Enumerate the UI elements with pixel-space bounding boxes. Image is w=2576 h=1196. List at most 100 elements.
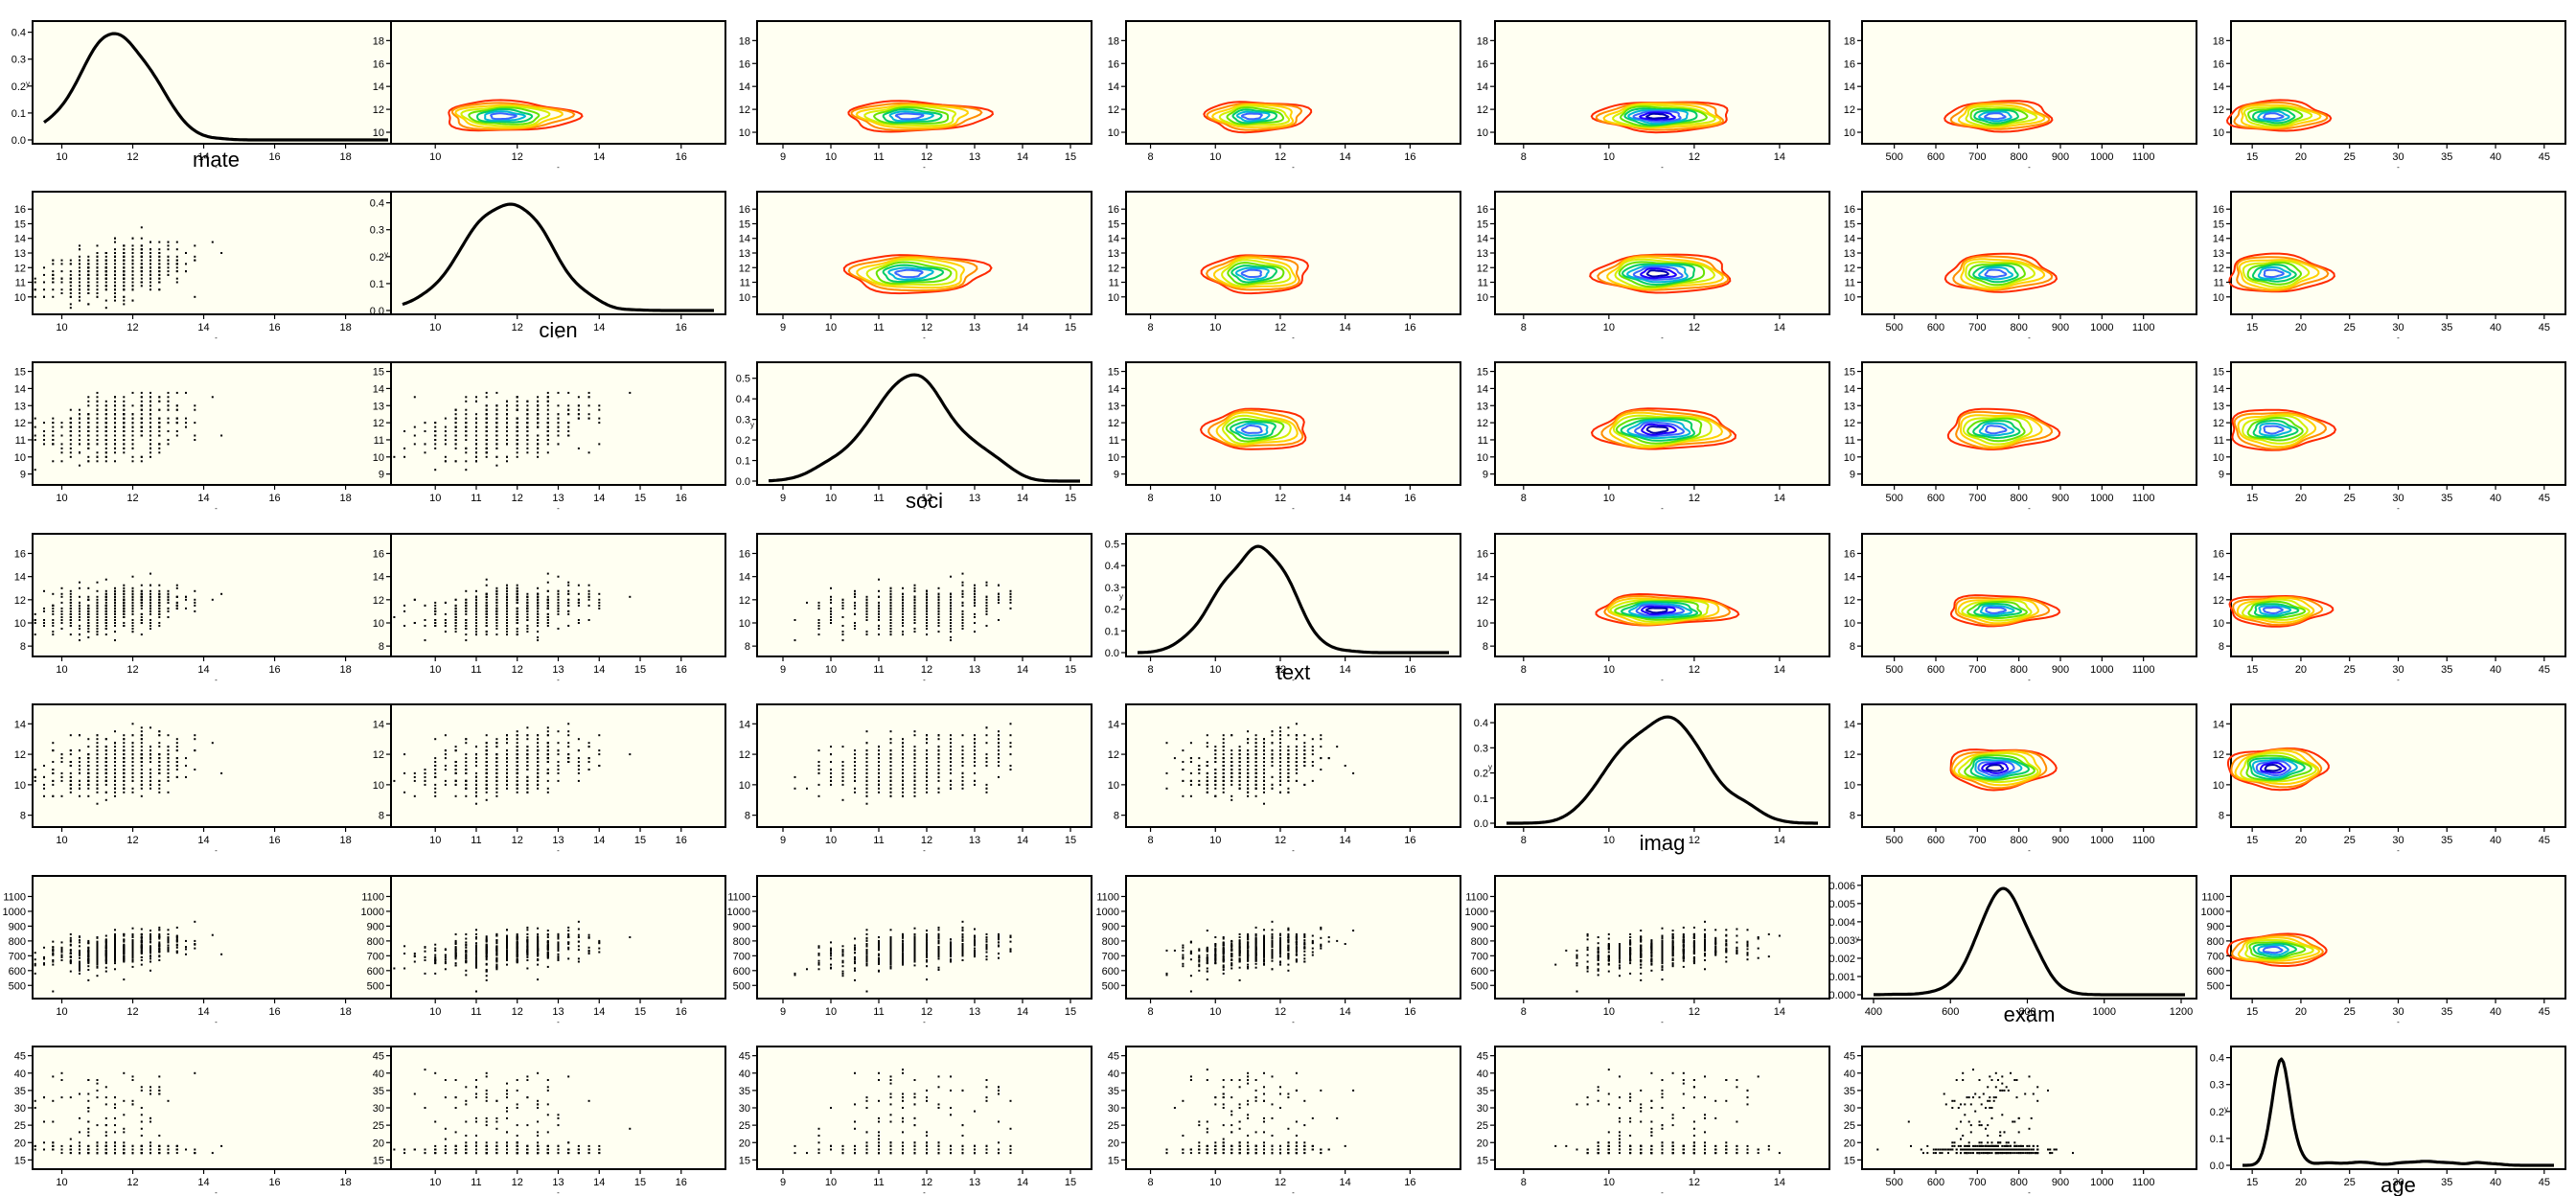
point (557, 422, 560, 425)
point (96, 259, 99, 262)
point (577, 408, 580, 411)
y-tick-label: 10 (373, 618, 384, 630)
point (104, 270, 107, 273)
x-tick-label: 12 (512, 322, 523, 334)
point (865, 619, 868, 621)
x-tick-label: 12 (1689, 664, 1700, 676)
point (902, 610, 904, 612)
point (150, 601, 151, 604)
y-tick-label: 10 (1477, 452, 1488, 464)
point (506, 619, 508, 621)
point (974, 601, 976, 604)
point (537, 400, 540, 402)
point (567, 604, 570, 607)
point (926, 628, 928, 630)
y-tick-label: 12 (14, 418, 26, 429)
point (889, 612, 892, 615)
y-tick-label: 12 (739, 104, 750, 116)
point (131, 607, 134, 610)
point (79, 581, 80, 584)
point (104, 451, 107, 454)
point (516, 791, 518, 794)
point (434, 769, 437, 770)
point (175, 422, 178, 425)
x-tick-label: 800 (2010, 664, 2027, 676)
point (194, 604, 196, 607)
point (167, 765, 170, 767)
y-tick-label: 0.0 (12, 135, 26, 147)
point (96, 266, 99, 269)
point (557, 430, 560, 432)
contour-level (847, 256, 978, 292)
point (495, 787, 498, 790)
point (475, 607, 477, 610)
point (104, 400, 107, 402)
point (598, 417, 601, 420)
point (902, 598, 904, 601)
x-tick-label: 700 (1968, 322, 1986, 334)
point (465, 779, 468, 782)
panel-frame (390, 20, 726, 145)
x-tick-label: 15 (2246, 322, 2258, 334)
point (123, 746, 126, 748)
point (194, 749, 196, 752)
contour-level (1218, 104, 1291, 126)
point (114, 639, 116, 642)
point (434, 447, 437, 449)
contour-level (1215, 411, 1299, 447)
point (104, 455, 107, 458)
point (485, 578, 488, 581)
point (434, 434, 437, 437)
point (841, 625, 844, 627)
point (60, 757, 63, 760)
point (185, 417, 187, 420)
point (526, 439, 529, 441)
contour-level (1206, 103, 1303, 131)
point (830, 601, 832, 604)
point (114, 619, 116, 621)
contour-level (1225, 418, 1285, 443)
point (537, 619, 540, 621)
point (506, 612, 508, 615)
y-tick-label: 14 (739, 234, 750, 245)
point (167, 589, 170, 592)
point (974, 589, 976, 592)
point (69, 598, 72, 601)
point (123, 734, 126, 737)
contour-level (1944, 252, 2058, 293)
y-tick-label: 14 (1108, 81, 1119, 93)
point (52, 270, 55, 273)
point (87, 285, 90, 288)
point (158, 761, 161, 763)
point (158, 447, 161, 449)
point (175, 746, 178, 748)
x-tick-label: 20 (2295, 493, 2307, 504)
point (516, 779, 518, 782)
panel-frame (1861, 533, 2197, 657)
point (167, 266, 170, 269)
point (114, 460, 116, 463)
point (52, 779, 55, 782)
point (475, 619, 477, 621)
x-tick-label: 800 (2010, 151, 2027, 163)
contour-level (1639, 111, 1676, 122)
point (567, 612, 570, 615)
y-tick-label: 11 (15, 278, 26, 289)
point (424, 619, 426, 621)
point (123, 408, 126, 411)
point (96, 598, 99, 601)
x-axis-label: - (2397, 163, 2400, 172)
contour-level (1632, 110, 1682, 123)
point (516, 734, 518, 737)
point (526, 783, 529, 786)
point (465, 607, 468, 610)
x-tick-label: 600 (1927, 493, 1944, 504)
point (167, 263, 170, 265)
point (577, 757, 580, 760)
contour-level (888, 110, 934, 123)
point (114, 589, 116, 592)
point (413, 779, 416, 782)
x-tick-label: 10 (1209, 151, 1221, 163)
y-tick-label: 12 (1477, 418, 1488, 429)
point (516, 631, 518, 633)
